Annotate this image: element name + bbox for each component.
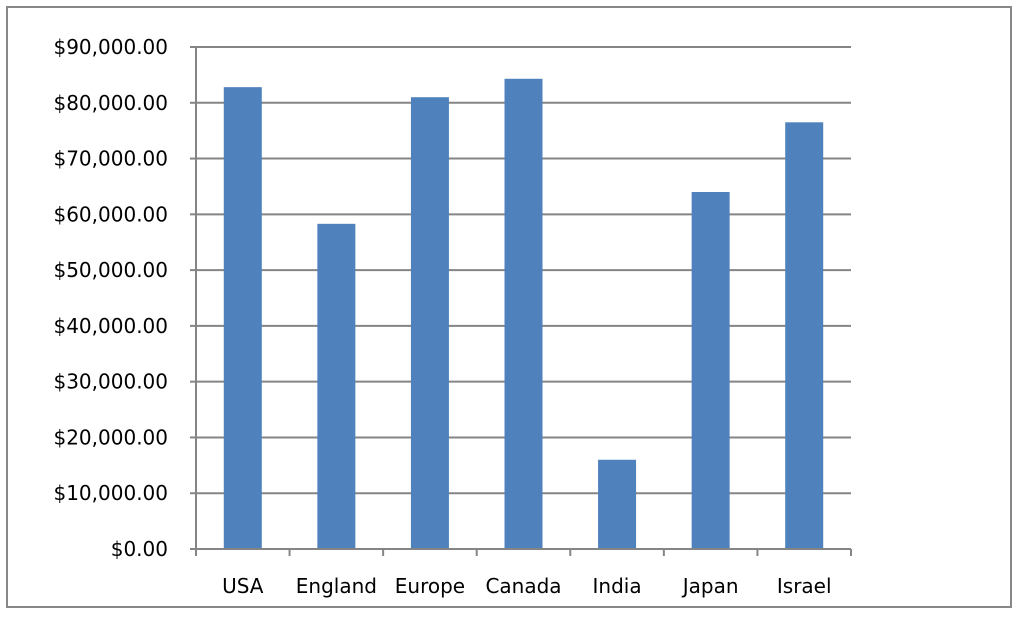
axes [190, 46, 852, 556]
bar-japan [691, 192, 730, 549]
x-tick-label: USA [222, 574, 264, 598]
y-tick-label: $30,000.00 [53, 370, 168, 394]
x-tick-label: Japan [681, 574, 739, 598]
x-tick-label: England [296, 574, 377, 598]
y-tick-label: $70,000.00 [53, 147, 168, 171]
tick-labels: $0.00 $10,000.00 $20,000.00 $30,000.00 $40,0… [53, 35, 831, 598]
bar-england [317, 223, 356, 549]
y-tick-label: $80,000.00 [53, 91, 168, 115]
y-tick-label: $90,000.00 [53, 35, 168, 59]
y-tick-label: $20,000.00 [53, 425, 168, 449]
bar-israel [785, 122, 824, 550]
x-tick-label: Israel [777, 574, 832, 598]
y-tick-label: $60,000.00 [53, 202, 168, 226]
x-tick-label: India [593, 574, 642, 598]
bar-canada [504, 78, 543, 549]
bar-usa [223, 87, 262, 549]
y-tick-label: $40,000.00 [53, 314, 168, 338]
x-tick-label: Canada [485, 574, 561, 598]
y-tick-label: $0.00 [111, 537, 168, 561]
bar-india [598, 459, 637, 549]
bar-europe [410, 97, 449, 549]
y-tick-label: $10,000.00 [53, 481, 168, 505]
bars [223, 78, 824, 550]
y-tick-label: $50,000.00 [53, 258, 168, 282]
x-tick-label: Europe [395, 574, 465, 598]
